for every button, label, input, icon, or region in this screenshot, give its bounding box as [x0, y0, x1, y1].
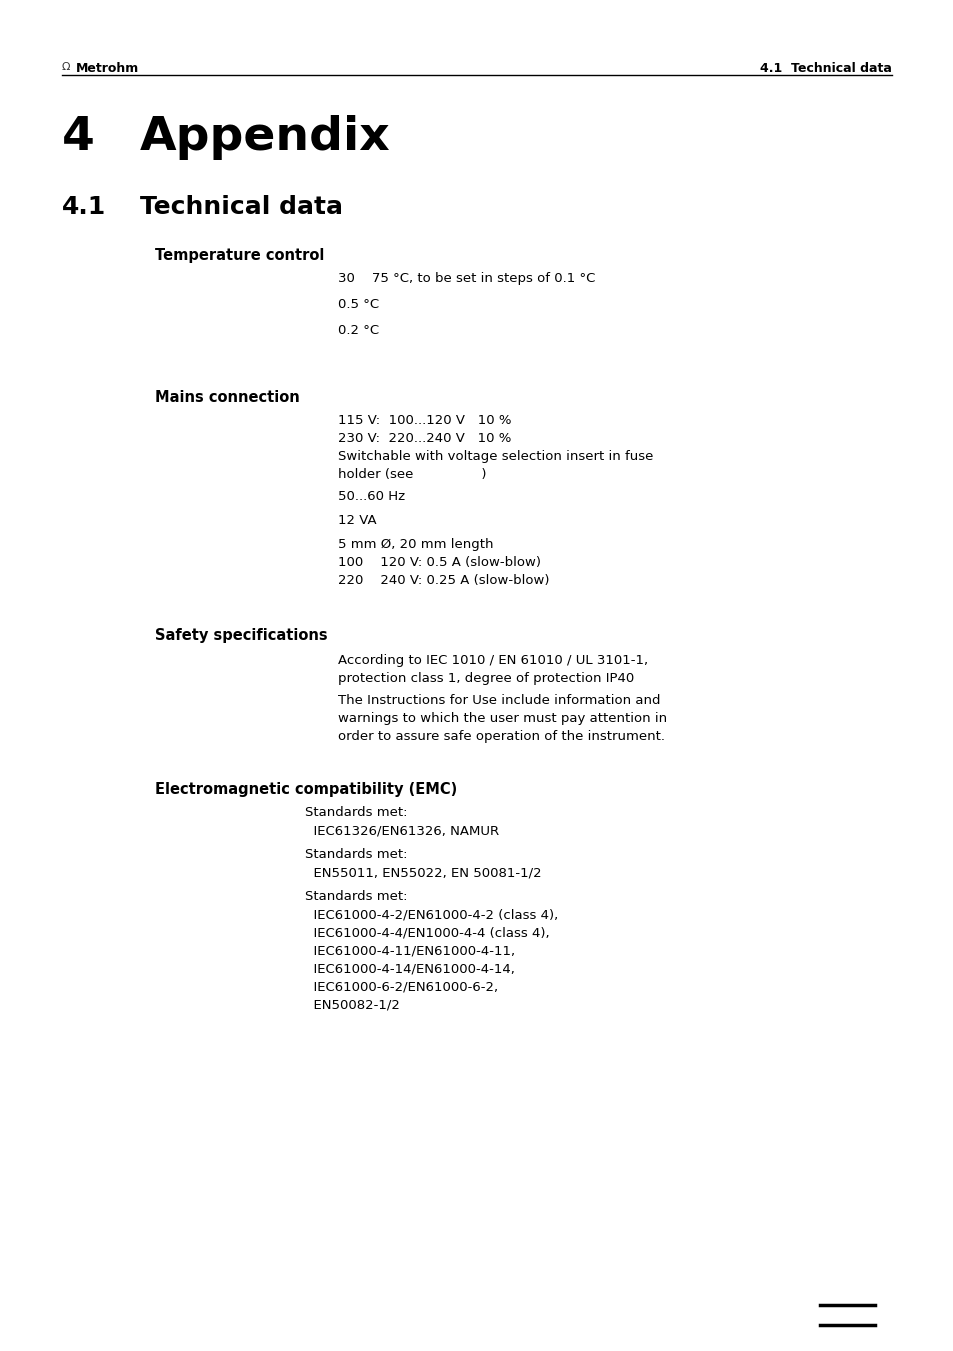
Text: 0.2 °C: 0.2 °C: [337, 324, 378, 336]
Text: 50...60 Hz: 50...60 Hz: [337, 490, 405, 503]
Text: 12 VA: 12 VA: [337, 513, 376, 527]
Text: IEC61000-4-2/EN61000-4-2 (class 4),: IEC61000-4-2/EN61000-4-2 (class 4),: [305, 908, 558, 921]
Text: 0.5 °C: 0.5 °C: [337, 299, 378, 311]
Text: order to assure safe operation of the instrument.: order to assure safe operation of the in…: [337, 730, 664, 743]
Text: Switchable with voltage selection insert in fuse: Switchable with voltage selection insert…: [337, 450, 653, 463]
Text: IEC61326/EN61326, NAMUR: IEC61326/EN61326, NAMUR: [305, 824, 498, 838]
Text: Standards met:: Standards met:: [305, 890, 407, 902]
Text: Safety specifications: Safety specifications: [154, 628, 327, 643]
Text: Appendix: Appendix: [140, 115, 391, 159]
Text: EN50082-1/2: EN50082-1/2: [305, 998, 399, 1011]
Text: 115 V:  100...120 V   10 %: 115 V: 100...120 V 10 %: [337, 413, 511, 427]
Text: 4.1  Technical data: 4.1 Technical data: [760, 62, 891, 76]
Text: warnings to which the user must pay attention in: warnings to which the user must pay atte…: [337, 712, 666, 725]
Text: 230 V:  220...240 V   10 %: 230 V: 220...240 V 10 %: [337, 432, 511, 444]
Text: Standards met:: Standards met:: [305, 807, 407, 819]
Text: IEC61000-6-2/EN61000-6-2,: IEC61000-6-2/EN61000-6-2,: [305, 979, 497, 993]
Text: EN55011, EN55022, EN 50081-1/2: EN55011, EN55022, EN 50081-1/2: [305, 866, 541, 880]
Text: 100    120 V: 0.5 A (slow-blow): 100 120 V: 0.5 A (slow-blow): [337, 557, 540, 569]
Text: Electromagnetic compatibility (EMC): Electromagnetic compatibility (EMC): [154, 782, 456, 797]
Text: protection class 1, degree of protection IP40: protection class 1, degree of protection…: [337, 671, 634, 685]
Text: 4.1: 4.1: [62, 195, 106, 219]
Text: 220    240 V: 0.25 A (slow-blow): 220 240 V: 0.25 A (slow-blow): [337, 574, 549, 586]
Text: 30    75 °C, to be set in steps of 0.1 °C: 30 75 °C, to be set in steps of 0.1 °C: [337, 272, 595, 285]
Text: Technical data: Technical data: [140, 195, 343, 219]
Text: IEC61000-4-11/EN61000-4-11,: IEC61000-4-11/EN61000-4-11,: [305, 944, 515, 957]
Text: 5 mm Ø, 20 mm length: 5 mm Ø, 20 mm length: [337, 538, 493, 551]
Text: According to IEC 1010 / EN 61010 / UL 3101-1,: According to IEC 1010 / EN 61010 / UL 31…: [337, 654, 647, 667]
Text: Mains connection: Mains connection: [154, 390, 299, 405]
Text: Temperature control: Temperature control: [154, 249, 324, 263]
Text: holder (see                ): holder (see ): [337, 467, 486, 481]
Text: 4: 4: [62, 115, 94, 159]
Text: Metrohm: Metrohm: [76, 62, 139, 76]
Text: IEC61000-4-14/EN61000-4-14,: IEC61000-4-14/EN61000-4-14,: [305, 962, 515, 975]
Text: Ω: Ω: [62, 62, 71, 72]
Text: IEC61000-4-4/EN1000-4-4 (class 4),: IEC61000-4-4/EN1000-4-4 (class 4),: [305, 925, 549, 939]
Text: The Instructions for Use include information and: The Instructions for Use include informa…: [337, 694, 659, 707]
Text: Standards met:: Standards met:: [305, 848, 407, 861]
